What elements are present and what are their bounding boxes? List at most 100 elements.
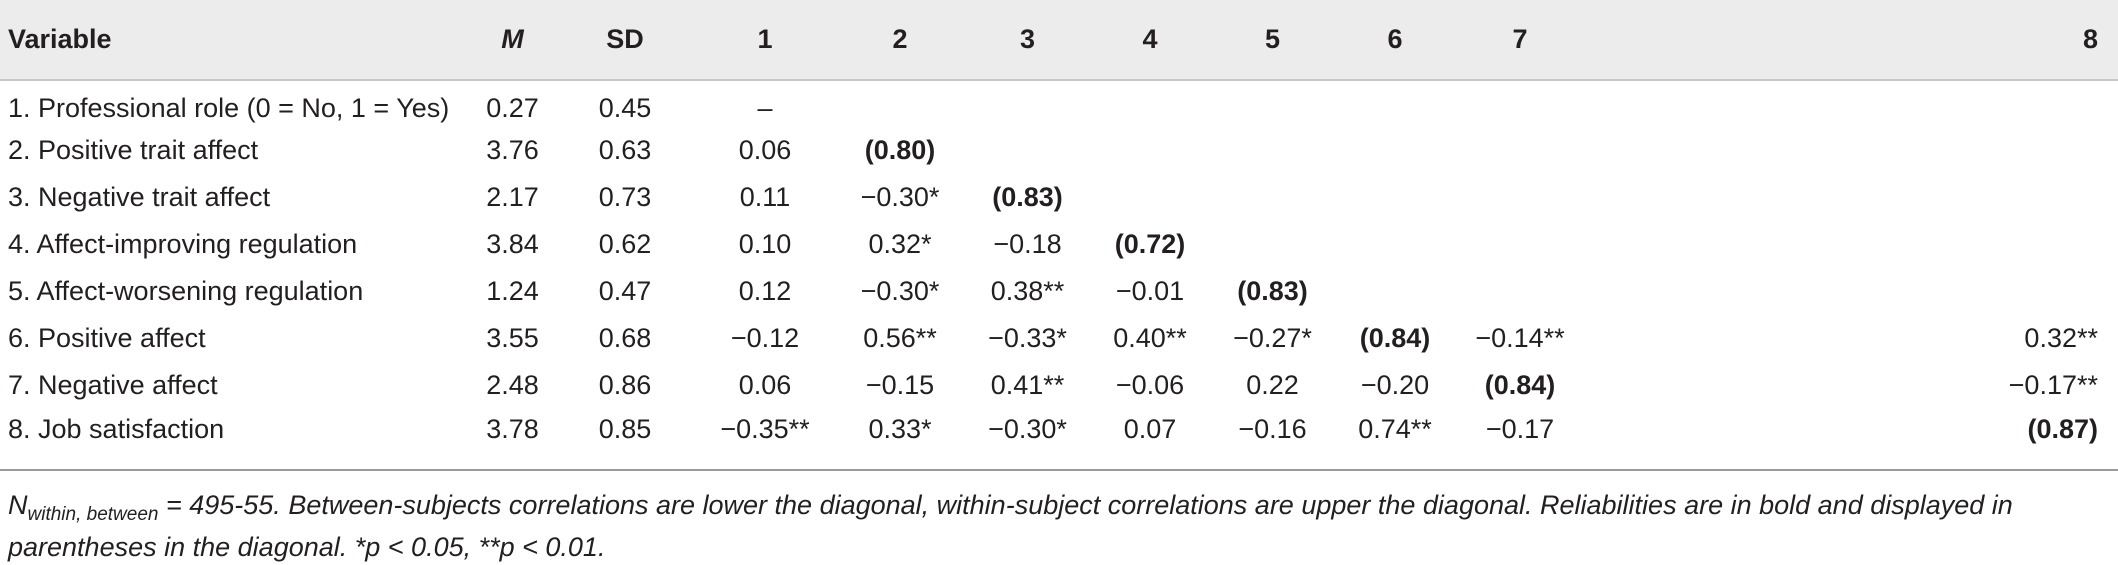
- cell-col-8: [1585, 174, 2118, 221]
- cell-mean: 1.24: [486, 276, 539, 306]
- table-row: 8. Job satisfaction 3.78 0.85 −0.35** 0.…: [0, 409, 2118, 456]
- correlation-table: Variable M SD 1 2 3 4 5 6 7 8 1. Profess…: [0, 0, 2118, 456]
- cell-col-6-reliability: (0.84): [1359, 323, 1431, 353]
- cell-col-2: 0.32*: [868, 229, 932, 259]
- cell-col-5: −0.16: [1238, 414, 1307, 444]
- cell-sd: 0.62: [598, 229, 652, 259]
- row-label: 5. Affect-worsening regulation: [8, 276, 364, 306]
- cell-col-6: [1335, 80, 1455, 127]
- table-bottom-rule: [0, 469, 2118, 471]
- cell-col-3: −0.33*: [988, 323, 1067, 353]
- cell-mean: 3.76: [486, 135, 539, 165]
- table-row: 6. Positive affect 3.55 0.68 −0.12 0.56*…: [0, 315, 2118, 362]
- cell-col-4: −0.01: [1115, 276, 1185, 306]
- cell-col-1: 0.10: [738, 229, 792, 259]
- cell-col-5: 0.22: [1246, 370, 1299, 400]
- cell-col-2-reliability: (0.80): [864, 135, 936, 165]
- footnote-n-symbol: N: [8, 490, 28, 520]
- cell-col-1: 0.06: [738, 370, 792, 400]
- row-label: 7. Negative affect: [8, 370, 218, 400]
- cell-col-4: 0.40**: [1113, 323, 1187, 353]
- cell-col-3: −0.30*: [988, 414, 1067, 444]
- cell-col-1: –: [757, 92, 773, 123]
- cell-col-3: 0.41**: [990, 370, 1065, 400]
- header-col-4: 4: [1090, 0, 1210, 81]
- cell-col-2: −0.15: [865, 370, 935, 400]
- cell-col-7: [1455, 221, 1585, 268]
- cell-col-4-reliability: (0.72): [1114, 229, 1186, 259]
- row-label: 4. Affect-improving regulation: [8, 229, 358, 259]
- table-row: 4. Affect-improving regulation 3.84 0.62…: [0, 221, 2118, 268]
- header-col-6: 6: [1335, 0, 1455, 81]
- row-label: 2. Positive trait affect: [8, 135, 259, 165]
- cell-col-2: [835, 80, 965, 127]
- cell-col-7: [1455, 80, 1585, 127]
- cell-col-5: [1210, 80, 1335, 127]
- cell-col-8: [1585, 221, 2118, 268]
- cell-col-6: [1335, 268, 1455, 315]
- cell-col-7: −0.17: [1485, 414, 1555, 444]
- header-col-1: 1: [695, 0, 835, 81]
- cell-col-1: 0.06: [738, 135, 792, 165]
- header-row: Variable M SD 1 2 3 4 5 6 7 8: [0, 0, 2118, 81]
- cell-col-3: −0.18: [993, 229, 1062, 259]
- cell-mean: 3.55: [486, 323, 539, 353]
- header-mean: M: [470, 0, 555, 81]
- cell-mean: 2.17: [486, 182, 539, 212]
- cell-col-8: −0.17**: [2008, 370, 2098, 400]
- cell-sd: 0.85: [598, 414, 652, 444]
- header-col-5: 5: [1210, 0, 1335, 81]
- cell-col-5: [1210, 127, 1335, 174]
- cell-col-2: 0.56**: [863, 323, 937, 353]
- cell-col-4: [1090, 80, 1210, 127]
- row-label: 8. Job satisfaction: [8, 414, 225, 444]
- table-row: 7. Negative affect 2.48 0.86 0.06 −0.15 …: [0, 362, 2118, 409]
- cell-col-8-reliability: (0.87): [2027, 414, 2098, 444]
- cell-mean: 3.84: [486, 229, 539, 259]
- cell-sd: 0.68: [598, 323, 652, 353]
- header-col-8: 8: [1585, 0, 2118, 81]
- cell-col-6: [1335, 221, 1455, 268]
- cell-col-3: [965, 127, 1090, 174]
- header-variable: Variable: [0, 0, 470, 81]
- table-footnote: Nwithin, between = 495-55. Between-subje…: [8, 489, 2108, 564]
- table-row: 1. Professional role (0 = No, 1 = Yes) 0…: [0, 80, 2118, 127]
- cell-col-4: [1090, 174, 1210, 221]
- cell-col-4: −0.06: [1115, 370, 1185, 400]
- cell-col-8: [1585, 268, 2118, 315]
- cell-col-7: [1455, 174, 1585, 221]
- cell-col-1: 0.11: [739, 182, 791, 212]
- table-row: 5. Affect-worsening regulation 1.24 0.47…: [0, 268, 2118, 315]
- cell-col-1: −0.35**: [720, 414, 810, 444]
- row-label: 1. Professional role (0 = No, 1 = Yes): [8, 92, 450, 123]
- cell-col-3: 0.38**: [990, 276, 1065, 306]
- cell-col-5: [1210, 221, 1335, 268]
- cell-col-8: [1585, 127, 2118, 174]
- table-row: 2. Positive trait affect 3.76 0.63 0.06 …: [0, 127, 2118, 174]
- cell-col-3-reliability: (0.83): [992, 182, 1063, 212]
- cell-mean: 3.78: [486, 414, 539, 444]
- cell-col-4: [1090, 127, 1210, 174]
- header-col-2: 2: [835, 0, 965, 81]
- cell-sd: 0.86: [598, 370, 652, 400]
- cell-col-5-reliability: (0.83): [1237, 276, 1308, 306]
- cell-col-2: 0.33*: [868, 414, 932, 444]
- cell-col-6: −0.20: [1360, 370, 1430, 400]
- cell-sd: 0.45: [598, 92, 652, 123]
- footnote-text: = 495-55. Between-subjects correlations …: [8, 490, 2013, 562]
- cell-col-2: −0.30*: [860, 182, 940, 212]
- cell-col-8: [1585, 80, 2118, 127]
- footnote-n-subscript: within, between: [27, 504, 159, 525]
- cell-col-7: [1455, 268, 1585, 315]
- table-row: 3. Negative trait affect 2.17 0.73 0.11 …: [0, 174, 2118, 221]
- cell-col-3: [965, 80, 1090, 127]
- header-sd: SD: [555, 0, 695, 81]
- cell-col-5: [1210, 174, 1335, 221]
- cell-mean: 2.48: [486, 370, 539, 400]
- cell-col-1: −0.12: [730, 323, 800, 353]
- cell-mean: 0.27: [486, 92, 539, 123]
- cell-col-1: 0.12: [738, 276, 792, 306]
- header-col-3: 3: [965, 0, 1090, 81]
- cell-col-2: −0.30*: [860, 276, 940, 306]
